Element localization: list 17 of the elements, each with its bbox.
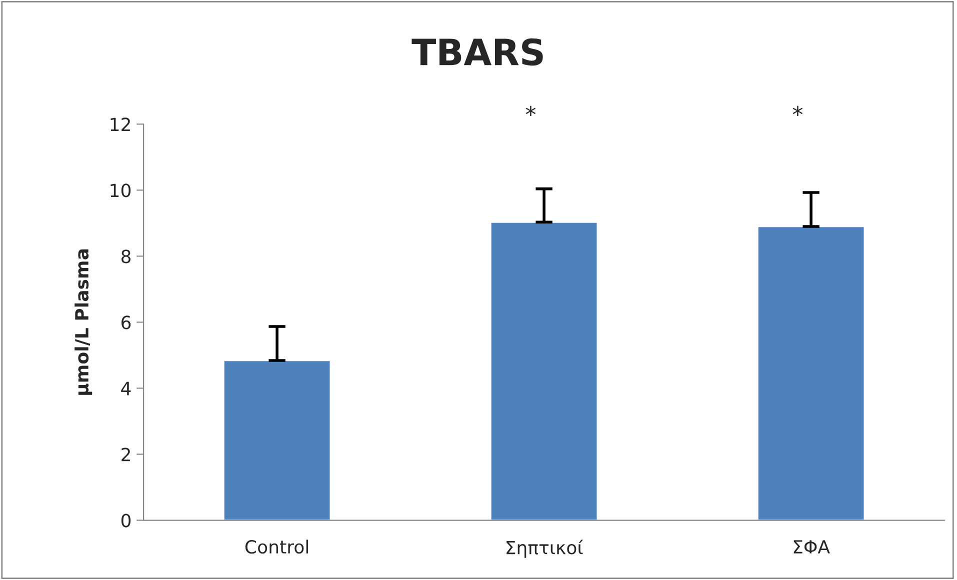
text: * (526, 106, 536, 116)
y-tick-label: 4 (121, 382, 131, 396)
bar (222, 360, 332, 520)
bar (490, 221, 598, 520)
y-tick-label: 0 (121, 514, 131, 528)
x-tick-label: Control (245, 540, 308, 554)
y-tick-label: 8 (121, 250, 131, 264)
x-tick-label: Σηπτικοί (506, 540, 584, 558)
x-tick-label: ΣΦΑ (794, 540, 830, 554)
bar (756, 226, 866, 520)
y-tick-label: 12 (110, 118, 130, 131)
text: * (792, 106, 803, 116)
y-axis-title: μmol/L Plasma (74, 249, 92, 395)
chart-title: TBARS (412, 38, 543, 66)
y-tick-label: 6 (122, 316, 131, 330)
y-tick-label: 10 (110, 184, 131, 198)
y-tick-label: 2 (122, 448, 130, 462)
